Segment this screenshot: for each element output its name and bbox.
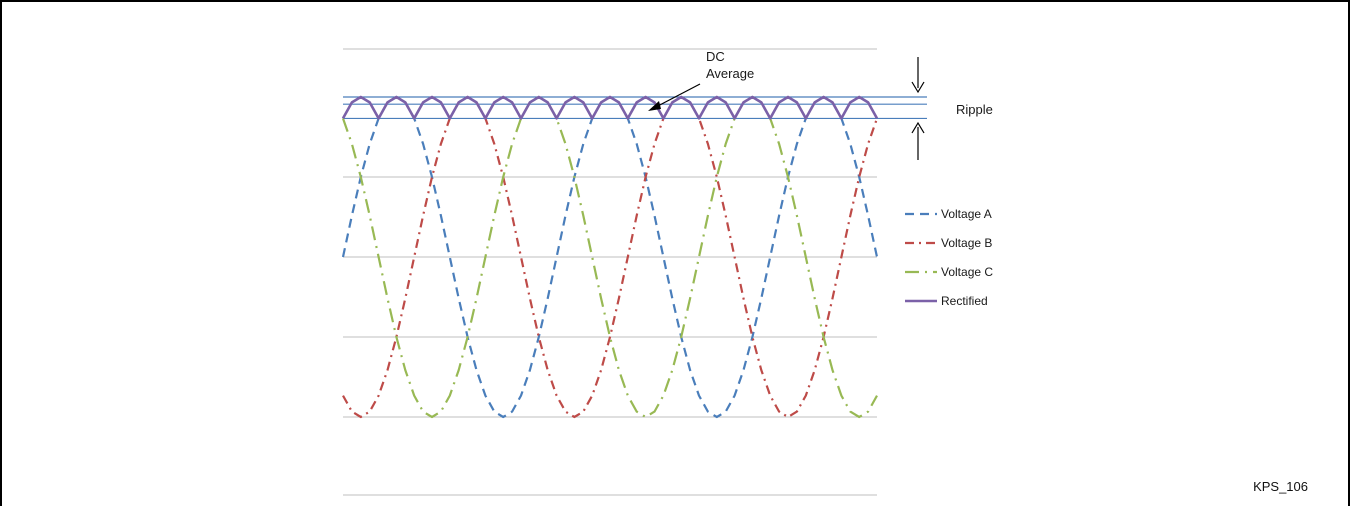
legend-label-voltage-b: Voltage B (941, 236, 992, 250)
series-line-voltage-c (341, 95, 878, 419)
legend: Voltage A Voltage B Voltage C Rectified (905, 207, 993, 308)
ripple-top-arrow (911, 57, 925, 94)
series-lines (341, 95, 879, 419)
series-line-rectified (341, 95, 879, 120)
dc-label: DC (706, 49, 725, 64)
series-line-voltage-b (342, 95, 879, 419)
ripple-label: Ripple (956, 102, 993, 117)
figure-id: KPS_106 (1253, 479, 1308, 494)
ripple-bottom-arrow (911, 121, 925, 160)
average-label: Average (706, 66, 754, 81)
gridlines (343, 48, 877, 496)
legend-label-voltage-c: Voltage C (941, 265, 993, 279)
legend-label-rectified: Rectified (941, 294, 988, 308)
legend-label-voltage-a: Voltage A (941, 207, 992, 221)
dc-average-arrow (648, 83, 701, 111)
